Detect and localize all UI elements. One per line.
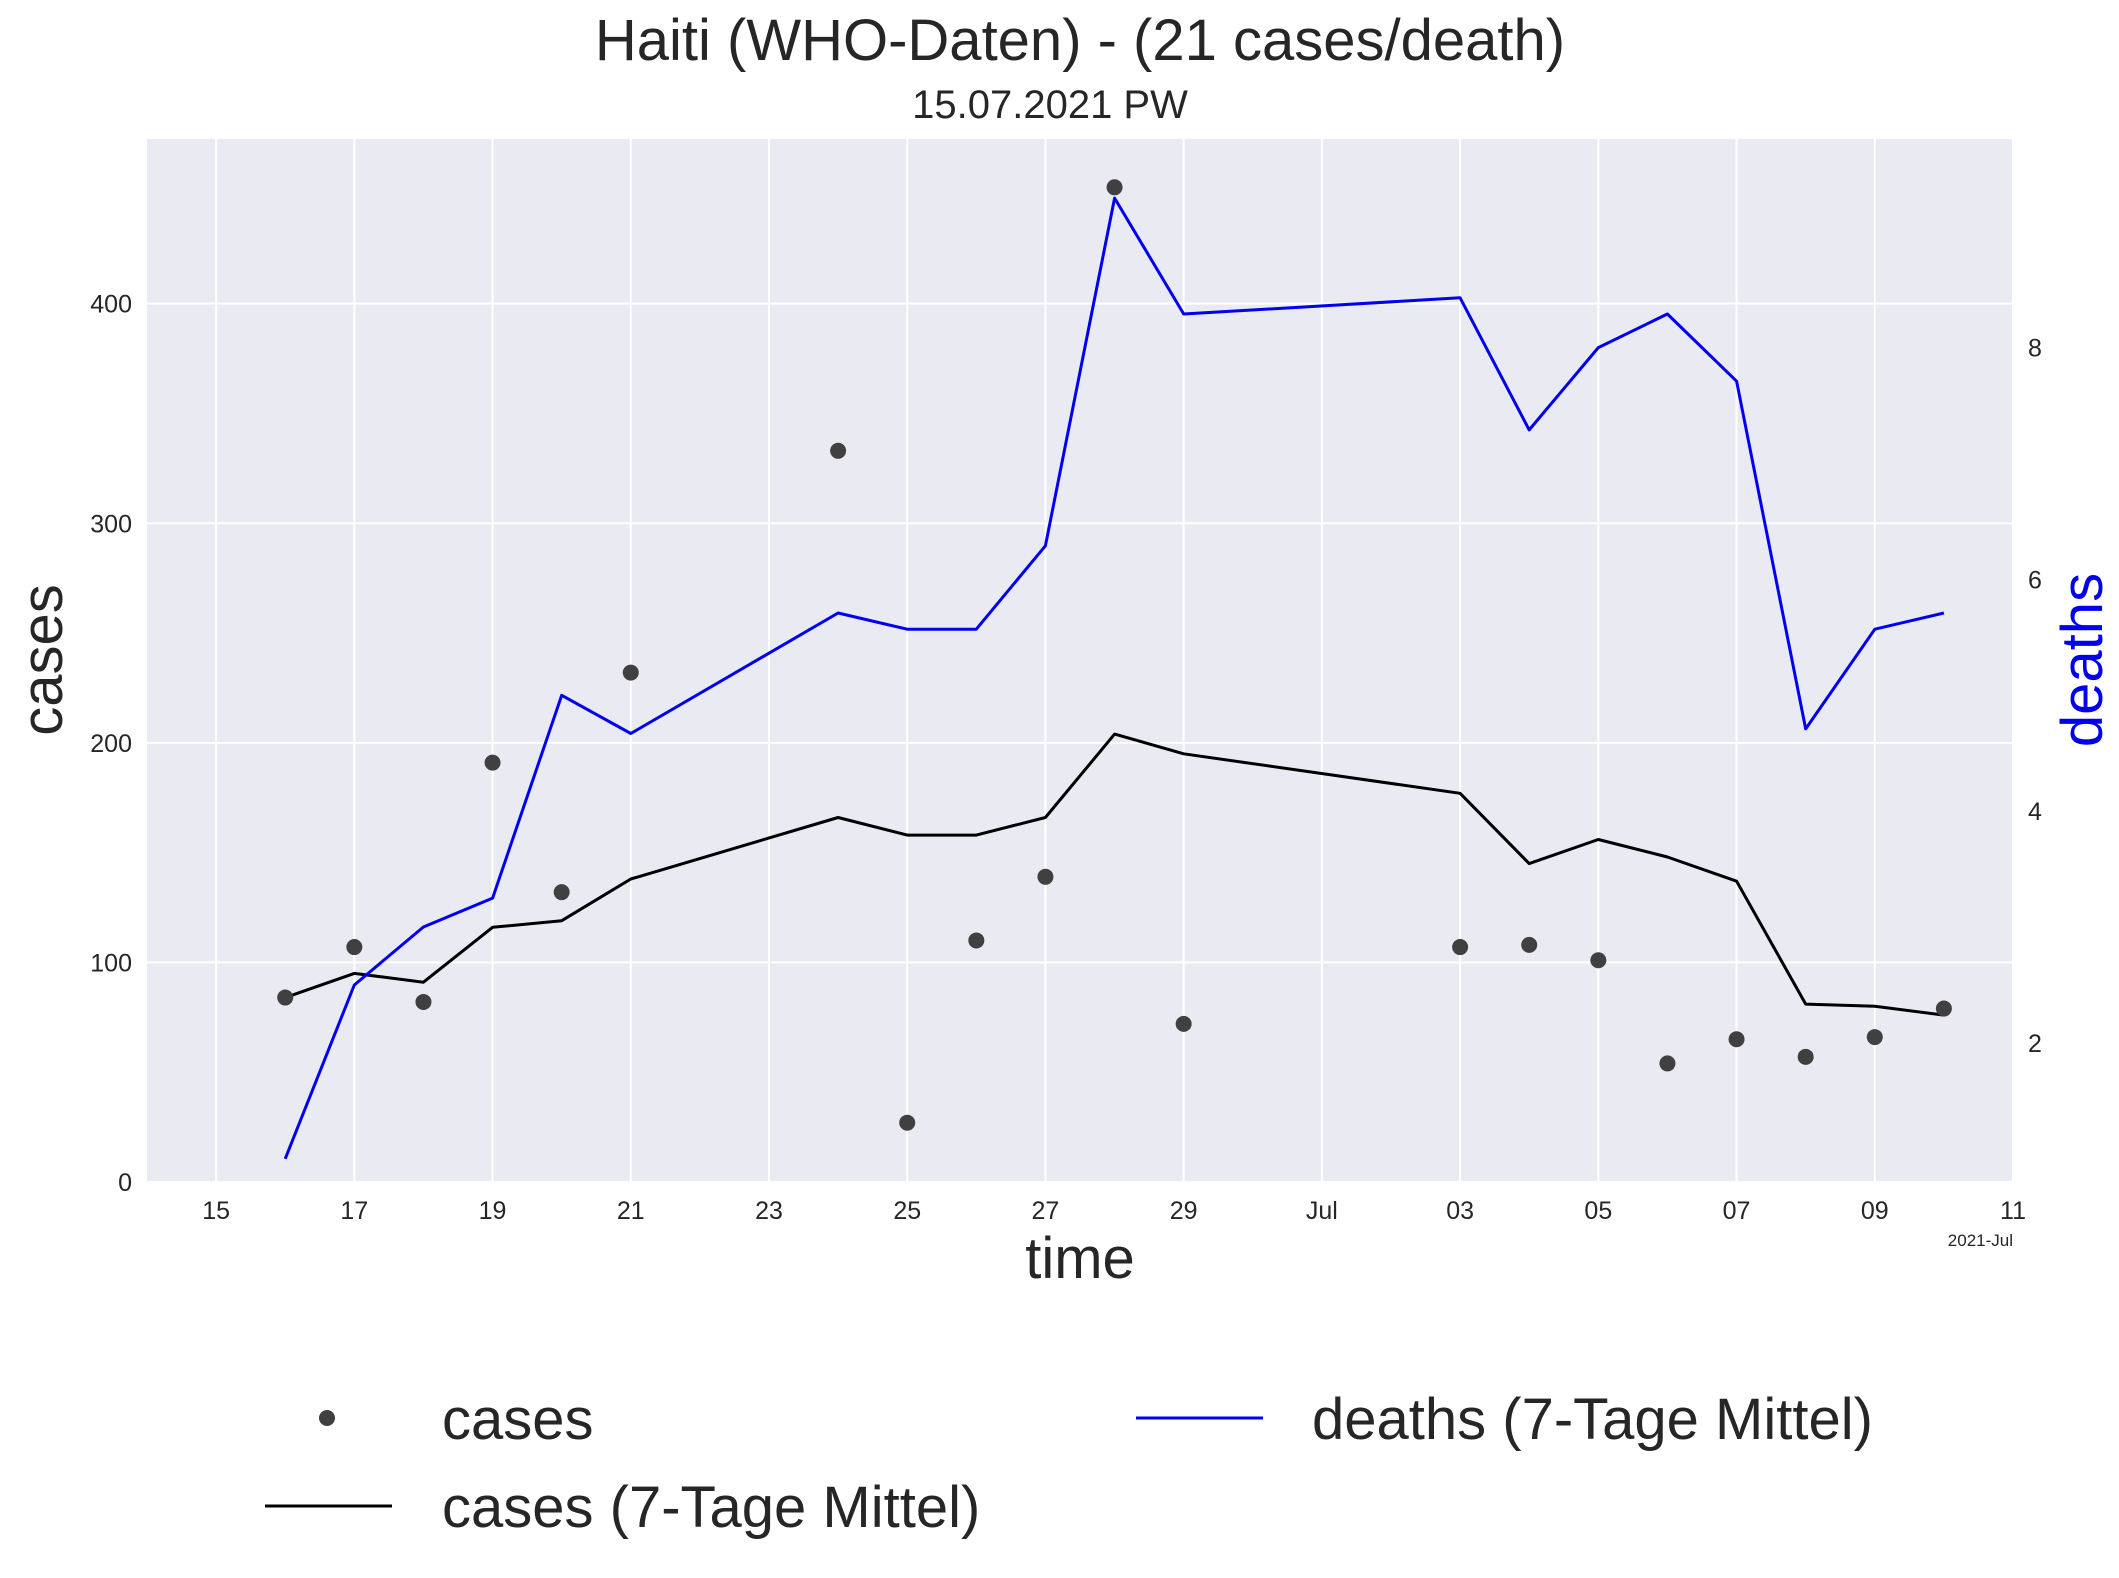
y-left-tick-label: 100 [90,949,132,977]
data-point [622,664,639,681]
legend-label-deaths-avg: deaths (7-Tage Mittel) [1312,1387,1873,1452]
y-right-tick-label: 8 [2028,335,2042,363]
data-point [1452,939,1469,956]
legend-marker-cases [319,1410,335,1426]
x-axis-label: time [1025,1226,1135,1291]
legend-item-deaths-avg: deaths (7-Tage Mittel) [1136,1387,1873,1452]
data-point [830,442,847,459]
series-line [284,732,1945,1017]
x-tick-label: 25 [893,1197,921,1225]
data-point [1728,1031,1745,1048]
x-tick-label: Jul [1306,1197,1338,1225]
y-left-tick-label: 400 [90,291,132,319]
data-point [968,932,985,949]
data-point [1521,936,1538,953]
data-point [1797,1048,1814,1065]
x-tick-label: 11 [2000,1197,2026,1225]
chart-title: Haiti (WHO-Daten) - (21 cases/death) [595,8,1565,73]
y-left-tick-label: 300 [90,510,132,538]
legend-item-cases: cases [319,1387,594,1452]
data-point [1175,1015,1192,1032]
chart-subtitle: 15.07.2021 PW [912,83,1188,127]
x-tick-label: 05 [1584,1197,1612,1225]
x-tick-label: 09 [1861,1197,1889,1225]
y-right-tick-label: 2 [2028,1030,2042,1058]
series-0 [277,179,1952,1131]
data-point [277,989,294,1006]
x-tick-label: 29 [1170,1197,1198,1225]
data-point [1590,952,1607,969]
series-2 [283,196,1945,1160]
data-point [1659,1055,1676,1072]
x-offset-label: 2021-Jul [1948,1231,2013,1250]
data-point [346,939,363,956]
y-right-tick-label: 4 [2028,798,2042,826]
y-axis-right-label: deaths [2050,573,2115,747]
legend-item-cases-avg: cases (7-Tage Mittel) [265,1475,980,1540]
x-tick-label: 23 [755,1197,783,1225]
data-point [899,1114,916,1131]
x-tick-label: 15 [202,1197,230,1225]
series-layer [277,179,1952,1160]
series-line [283,196,1945,1160]
tick-labels: 15 17 19 21 23 25 27 29 Jul 03 05 07 09 11 0 100 200 300 4… [90,291,2042,1225]
x-tick-label: 27 [1032,1197,1060,1225]
x-tick-label: 07 [1723,1197,1751,1225]
x-tick-label: 19 [479,1197,507,1225]
legend-label-cases-avg: cases (7-Tage Mittel) [442,1475,980,1540]
y-left-tick-label: 200 [90,730,132,758]
data-point [484,754,501,771]
plot-area [147,139,2013,1182]
data-point [1106,179,1123,196]
x-tick-label: 17 [340,1197,368,1225]
data-point [415,993,432,1010]
series-1 [284,732,1945,1017]
data-point [553,884,570,901]
grid [147,139,2014,1183]
x-tick-label: 03 [1446,1197,1474,1225]
y-right-tick-label: 6 [2028,566,2042,594]
y-axis-left-label: cases [10,584,75,736]
data-point [1037,868,1054,885]
legend-label-cases: cases [442,1387,594,1452]
y-left-tick-label: 0 [118,1169,132,1197]
x-tick-label: 21 [617,1197,645,1225]
legend: cases cases (7-Tage Mittel) deaths (7-Ta… [265,1387,1873,1540]
data-point [1866,1029,1883,1046]
data-point [1935,1000,1952,1017]
